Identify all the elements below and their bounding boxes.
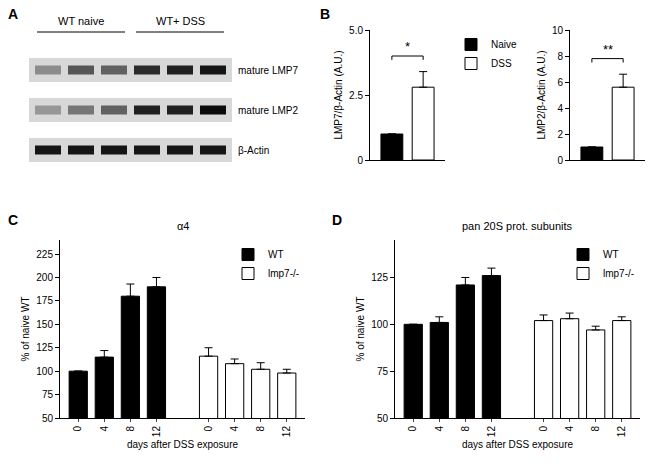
svg-text:0: 0 xyxy=(538,426,549,432)
svg-text:8: 8 xyxy=(590,426,601,432)
svg-text:4: 4 xyxy=(557,103,563,114)
svg-text:12: 12 xyxy=(486,426,497,438)
svg-text:% of naive WT: % of naive WT xyxy=(355,296,366,361)
svg-text:125: 125 xyxy=(371,272,388,283)
svg-text:0: 0 xyxy=(203,426,214,432)
svg-text:2: 2 xyxy=(557,129,563,140)
svg-text:**: ** xyxy=(603,42,613,57)
svg-text:125: 125 xyxy=(36,342,53,353)
svg-text:50: 50 xyxy=(377,413,389,424)
svg-text:0: 0 xyxy=(557,155,563,166)
svg-text:8: 8 xyxy=(255,426,266,432)
svg-text:6: 6 xyxy=(557,77,563,88)
svg-text:lmp7-/-: lmp7-/- xyxy=(603,268,634,279)
svg-text:10: 10 xyxy=(552,25,564,36)
svg-text:2.5: 2.5 xyxy=(349,90,363,101)
svg-text:% of naive WT: % of naive WT xyxy=(20,296,31,361)
svg-text:0: 0 xyxy=(407,426,418,432)
svg-text:α4: α4 xyxy=(177,220,189,232)
svg-text:days after DSS exposure: days after DSS exposure xyxy=(127,439,239,450)
svg-text:mature LMP2: mature LMP2 xyxy=(238,105,298,116)
svg-text:75: 75 xyxy=(377,366,389,377)
svg-text:12: 12 xyxy=(151,426,162,438)
svg-text:5.0: 5.0 xyxy=(349,25,363,36)
svg-text:12: 12 xyxy=(281,426,292,438)
svg-text:WT naive: WT naive xyxy=(58,15,104,27)
svg-text:LMP2/β-Actin (A.U.): LMP2/β-Actin (A.U.) xyxy=(536,50,547,139)
svg-text:50: 50 xyxy=(42,413,54,424)
svg-text:mature LMP7: mature LMP7 xyxy=(238,65,298,76)
svg-text:4: 4 xyxy=(434,426,445,432)
svg-text:8: 8 xyxy=(557,51,563,62)
svg-text:pan 20S prot. subunits: pan 20S prot. subunits xyxy=(462,220,573,232)
svg-text:4: 4 xyxy=(99,426,110,432)
svg-text:B: B xyxy=(320,6,330,22)
svg-text:A: A xyxy=(8,6,18,22)
svg-text:Naive: Naive xyxy=(491,39,517,50)
svg-text:100: 100 xyxy=(371,319,388,330)
svg-text:DSS: DSS xyxy=(491,58,512,69)
svg-text:75: 75 xyxy=(42,389,54,400)
svg-text:150: 150 xyxy=(36,319,53,330)
svg-text:8: 8 xyxy=(125,426,136,432)
svg-text:WT+ DSS: WT+ DSS xyxy=(156,15,205,27)
svg-text:WT: WT xyxy=(268,249,284,260)
svg-text:175: 175 xyxy=(36,295,53,306)
svg-text:225: 225 xyxy=(36,249,53,260)
svg-text:100: 100 xyxy=(36,366,53,377)
svg-text:*: * xyxy=(405,39,410,54)
svg-text:β-Actin: β-Actin xyxy=(238,145,269,156)
svg-text:8: 8 xyxy=(460,426,471,432)
svg-text:WT: WT xyxy=(603,249,619,260)
svg-text:0: 0 xyxy=(357,155,363,166)
svg-text:4: 4 xyxy=(229,426,240,432)
svg-text:lmp7-/-: lmp7-/- xyxy=(268,268,299,279)
svg-text:4: 4 xyxy=(564,426,575,432)
svg-text:12: 12 xyxy=(616,426,627,438)
svg-text:LMP7/β-Actin (A.U.): LMP7/β-Actin (A.U.) xyxy=(333,50,344,139)
svg-text:0: 0 xyxy=(72,426,83,432)
svg-text:days after DSS exposure: days after DSS exposure xyxy=(462,439,574,450)
svg-text:200: 200 xyxy=(36,272,53,283)
svg-text:D: D xyxy=(332,212,342,228)
svg-text:C: C xyxy=(8,212,18,228)
